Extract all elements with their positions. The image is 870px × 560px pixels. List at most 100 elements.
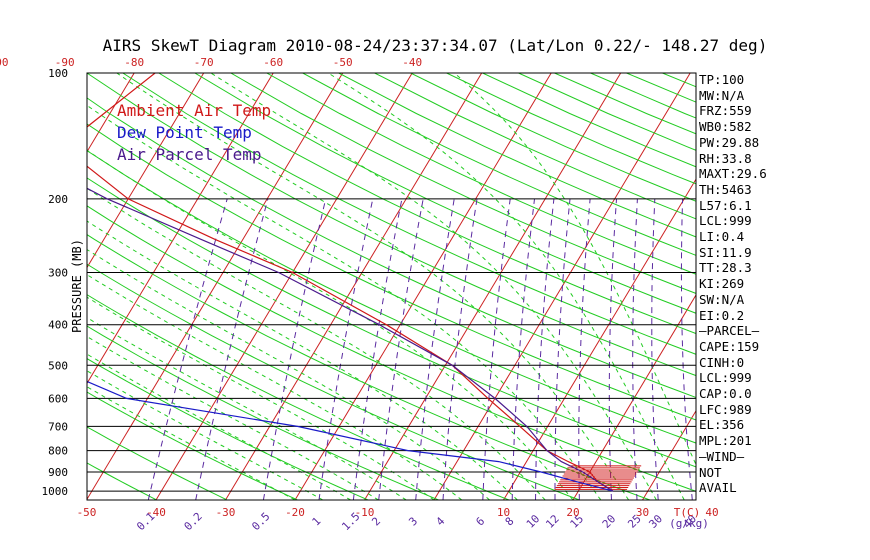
mixing-ratio-tick-label: 10: [524, 512, 543, 531]
mixing-ratio-unit-label: (g/kg): [669, 517, 709, 530]
chart-title: AIRS SkewT Diagram 2010-08-24/23:37:34.0…: [102, 36, 768, 55]
stat-line: RH:33.8: [699, 150, 752, 166]
stat-line: SW:N/A: [699, 291, 745, 307]
bottom-temp-tick-label: -10: [355, 506, 375, 519]
stat-line: —WIND—: [699, 448, 745, 464]
ambient-air-temp-line: [87, 73, 614, 492]
pressure-tick-label: 600: [48, 392, 68, 405]
mixing-ratio-line: [651, 198, 659, 500]
stat-line: —PARCEL—: [699, 323, 760, 339]
moist-adiabat-line: [87, 386, 296, 500]
mixing-ratio-tick-label: 20: [600, 512, 619, 531]
legend-ambient-air-temp: Ambient Air Temp: [117, 101, 272, 120]
moist-adiabat-line: [453, 73, 696, 466]
isotherm-line: [87, 73, 274, 385]
dew-point-temp-line: [87, 380, 614, 492]
dry-adiabat-line: [87, 177, 696, 468]
dry-adiabat-line: [338, 73, 696, 238]
mixing-ratio-line: [318, 198, 374, 500]
mixing-ratio-tick-label: 0.2: [182, 510, 205, 533]
bottom-temp-tick-label: 20: [566, 506, 579, 519]
mixing-ratio-line: [442, 198, 478, 500]
stat-line: TP:100: [699, 72, 745, 87]
mixing-ratio-line: [680, 198, 693, 500]
pressure-tick-label: 900: [48, 466, 68, 479]
moist-adiabat-line: [87, 248, 490, 500]
mixing-ratio-line: [632, 198, 638, 500]
isotherm-line: [364, 73, 622, 500]
mixing-ratio-line: [482, 198, 511, 500]
dry-adiabat-line: [0, 73, 16, 500]
dry-adiabat-line: [87, 73, 696, 377]
isotherm-line: [294, 73, 552, 500]
mixing-ratio-tick-label: 12: [543, 512, 562, 531]
mixing-ratio-line: [554, 198, 571, 500]
dry-adiabat-line: [87, 123, 696, 421]
moist-adiabat-line: [210, 73, 657, 500]
stat-line: MPL:201: [699, 433, 752, 449]
isotherm-line: [782, 73, 870, 500]
mixing-ratio-line: [352, 198, 403, 500]
dry-adiabat-line: [87, 426, 228, 500]
mixing-ratio-tick-label: 3: [406, 515, 420, 529]
bottom-temp-tick-label: 30: [636, 506, 649, 519]
pressure-tick-label: 200: [48, 193, 68, 206]
pressure-tick-label: 300: [48, 267, 68, 280]
moist-adiabat-line: [87, 149, 574, 500]
dry-adiabat-line: [770, 73, 870, 500]
stat-line: L57:6.1: [699, 197, 752, 213]
stat-line: LI:0.4: [699, 229, 745, 244]
air-parcel-temp-line: [87, 187, 614, 492]
bottom-temp-tick-label: 40: [705, 506, 718, 519]
isotherm-line: [155, 73, 413, 500]
dry-adiabat-line: [446, 73, 696, 185]
temp-unit-label: T(C): [674, 506, 701, 519]
dry-adiabat-line: [87, 325, 439, 500]
moist-adiabat-line: [327, 73, 685, 500]
stat-line: CAPE:159: [699, 338, 760, 354]
mixing-ratio-line: [195, 198, 269, 500]
top-temp-tick-label: -70: [194, 56, 214, 69]
stat-line: EI:0.2: [699, 307, 745, 323]
mixing-ratio-line: [608, 198, 617, 500]
top-temp-tick-label: -100: [0, 56, 8, 69]
moist-adiabat-line: [87, 274, 463, 500]
stat-line: CINH:0: [699, 354, 745, 370]
mixing-ratio-line: [262, 198, 327, 500]
mixing-ratio-tick-label: 4: [434, 514, 448, 528]
legend-air-parcel-temp: Air Parcel Temp: [117, 145, 262, 164]
dry-adiabat-line: [302, 73, 696, 256]
pressure-tick-label: 800: [48, 445, 68, 458]
bottom-temp-tick-label: 10: [497, 506, 510, 519]
dry-adiabat-line: [194, 73, 696, 314]
bottom-temp-tick-label: -30: [216, 506, 236, 519]
stat-line: AVAIL: [699, 480, 737, 496]
pressure-tick-label: 700: [48, 420, 68, 433]
mixing-ratio-line: [535, 198, 555, 500]
dry-adiabat-line: [87, 358, 369, 500]
stat-line: LFC:989: [699, 401, 752, 417]
bottom-temp-tick-label: -50: [77, 506, 97, 519]
dry-adiabat-line: [266, 73, 696, 275]
bottom-temp-tick-label: -40: [146, 506, 166, 519]
dry-adiabat-line: [806, 73, 870, 500]
dry-adiabat-line: [87, 294, 510, 500]
pressure-tick-label: 100: [48, 67, 68, 80]
dry-adiabat-line: [518, 73, 696, 151]
dry-adiabat-line: [87, 97, 696, 399]
stat-line: SI:11.9: [699, 244, 752, 260]
pressure-tick-label: 1000: [42, 485, 69, 498]
stat-line: KI:269: [699, 276, 745, 292]
top-temp-tick-label: -80: [124, 56, 144, 69]
mixing-ratio-line: [415, 198, 455, 500]
dry-adiabat-line: [122, 73, 696, 355]
stat-line: TT:28.3: [699, 260, 752, 276]
moist-adiabat-line: [87, 353, 351, 500]
mixing-ratio-line: [378, 198, 424, 500]
dry-adiabat-line: [87, 150, 696, 444]
top-temp-tick-label: -50: [333, 56, 353, 69]
mixing-ratio-tick-label: 0.5: [249, 510, 272, 533]
stat-line: FRZ:559: [699, 103, 752, 119]
stat-line: PW:29.88: [699, 134, 760, 150]
mixing-ratio-line: [578, 198, 591, 500]
